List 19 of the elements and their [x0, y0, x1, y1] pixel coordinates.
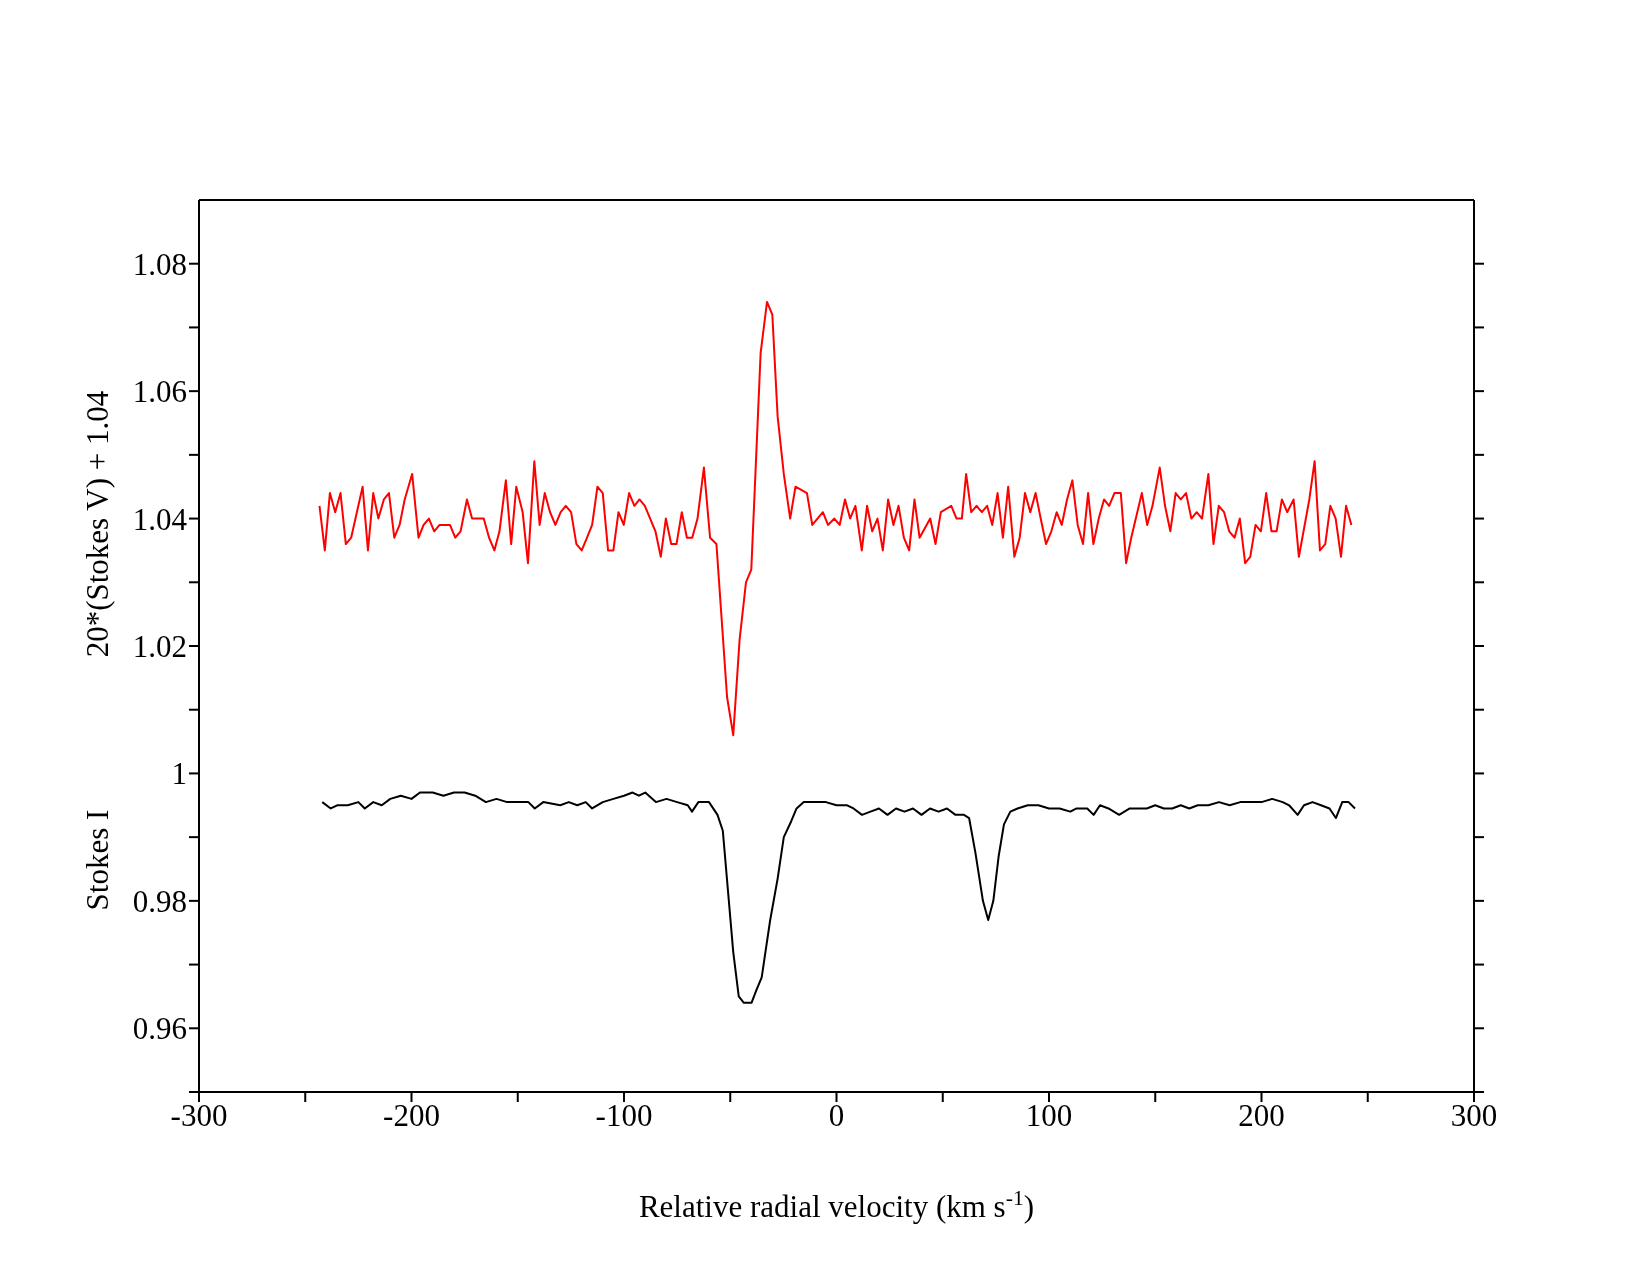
x-tick-label: -200: [383, 1098, 440, 1134]
y-tick-label: 1.04: [132, 501, 188, 537]
y-axis-title: 20*(Stokes V) + 1.04: [80, 390, 116, 658]
y-tick-label: 1.06: [132, 374, 187, 410]
x-tick-label: -300: [170, 1098, 228, 1134]
x-tick-label: 100: [1025, 1098, 1073, 1134]
x-tick-label: 200: [1238, 1098, 1285, 1134]
y-tick-label: 0.98: [132, 883, 187, 919]
line-series: [318, 300, 1353, 737]
x-tick-label: 0: [828, 1098, 845, 1134]
x-tick-label: 300: [1450, 1098, 1498, 1134]
y-tick-label: 1: [171, 756, 187, 792]
y-tick-label: 1.02: [132, 629, 187, 665]
text: Stokes I: [80, 809, 116, 911]
y-tick-label: 1.08: [132, 246, 187, 282]
x-axis-title: Relative radial velocity (km s$^{-1}$): [638, 1186, 1035, 1224]
x-tick-label: -100: [595, 1098, 653, 1134]
y-tick-label: 0.96: [132, 1011, 187, 1047]
line-series: [321, 791, 1356, 1004]
